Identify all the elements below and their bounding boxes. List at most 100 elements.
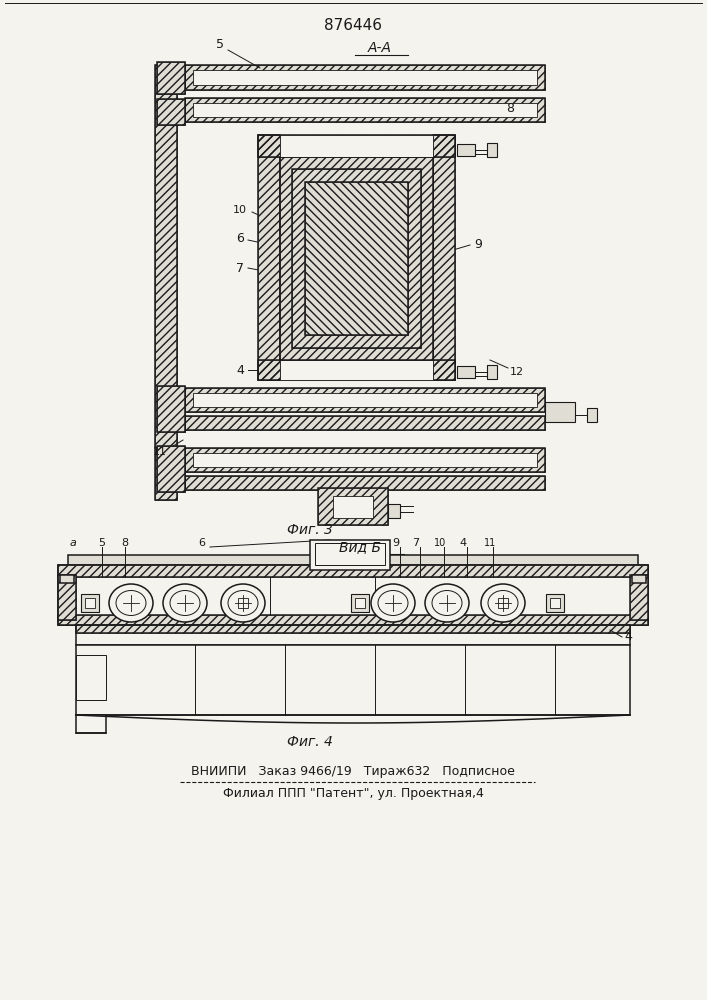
Bar bbox=[157, 99, 185, 125]
Ellipse shape bbox=[163, 584, 207, 622]
Bar bbox=[315, 543, 385, 565]
Bar bbox=[587, 408, 597, 422]
Ellipse shape bbox=[488, 590, 518, 615]
Text: 9: 9 bbox=[474, 238, 482, 251]
Bar bbox=[157, 99, 185, 125]
Bar bbox=[185, 98, 545, 122]
Bar bbox=[58, 565, 648, 577]
Bar bbox=[310, 540, 390, 570]
Bar bbox=[280, 157, 433, 360]
Bar bbox=[76, 655, 106, 700]
Bar bbox=[550, 598, 560, 608]
Bar bbox=[58, 575, 76, 620]
Bar bbox=[185, 416, 545, 430]
Text: 6: 6 bbox=[236, 232, 244, 244]
Bar bbox=[185, 416, 545, 430]
Bar bbox=[193, 103, 537, 117]
Bar bbox=[58, 575, 76, 620]
Text: а: а bbox=[69, 538, 76, 548]
Bar bbox=[630, 575, 648, 620]
Bar bbox=[185, 388, 545, 412]
Bar bbox=[234, 594, 252, 612]
Bar bbox=[318, 488, 388, 525]
Bar bbox=[81, 594, 99, 612]
Ellipse shape bbox=[371, 584, 415, 622]
Ellipse shape bbox=[432, 590, 462, 615]
Bar bbox=[76, 645, 630, 715]
Bar bbox=[388, 504, 400, 518]
Bar bbox=[60, 575, 74, 583]
Bar bbox=[318, 488, 388, 525]
Bar bbox=[58, 565, 648, 625]
Text: А-А: А-А bbox=[368, 41, 392, 55]
Ellipse shape bbox=[116, 590, 146, 615]
Bar bbox=[58, 615, 648, 625]
Text: 7: 7 bbox=[236, 261, 244, 274]
Bar bbox=[76, 625, 630, 633]
Text: 876446: 876446 bbox=[324, 17, 382, 32]
Bar bbox=[292, 169, 421, 348]
Bar bbox=[280, 135, 433, 157]
Bar bbox=[185, 448, 545, 472]
Ellipse shape bbox=[378, 590, 408, 615]
Text: Филиал ППП "Патент", ул. Проектная,4: Филиал ППП "Патент", ул. Проектная,4 bbox=[223, 786, 484, 800]
Bar bbox=[498, 598, 508, 608]
Bar bbox=[157, 446, 185, 492]
Bar bbox=[193, 453, 537, 467]
Text: 10: 10 bbox=[434, 538, 446, 548]
Bar bbox=[258, 135, 455, 157]
Bar bbox=[457, 144, 475, 156]
Bar bbox=[58, 565, 648, 577]
Bar bbox=[305, 182, 408, 335]
Bar bbox=[351, 594, 369, 612]
Bar bbox=[185, 65, 545, 90]
Bar bbox=[76, 625, 630, 633]
Bar bbox=[193, 393, 537, 407]
Bar bbox=[68, 555, 638, 565]
Bar bbox=[457, 366, 475, 378]
Bar bbox=[76, 625, 630, 645]
Text: 8: 8 bbox=[122, 538, 129, 548]
Bar bbox=[85, 598, 95, 608]
Bar bbox=[433, 135, 455, 380]
Bar bbox=[355, 598, 365, 608]
Text: Фиг. 3: Фиг. 3 bbox=[287, 523, 333, 537]
Bar bbox=[185, 388, 545, 412]
Text: Вид Б: Вид Б bbox=[339, 540, 381, 554]
Bar bbox=[155, 65, 177, 500]
Bar bbox=[545, 402, 575, 422]
Bar bbox=[487, 143, 497, 157]
Bar bbox=[258, 135, 280, 380]
Text: 4: 4 bbox=[236, 363, 244, 376]
Bar bbox=[494, 594, 512, 612]
Text: 9: 9 bbox=[392, 538, 399, 548]
Text: 4: 4 bbox=[624, 631, 632, 644]
Bar bbox=[76, 715, 106, 733]
Text: 8: 8 bbox=[506, 102, 514, 114]
Text: 11: 11 bbox=[153, 447, 167, 457]
Bar bbox=[157, 386, 185, 432]
Ellipse shape bbox=[109, 584, 153, 622]
Bar bbox=[193, 70, 537, 85]
Bar bbox=[258, 135, 455, 157]
Bar bbox=[185, 448, 545, 472]
Text: 10: 10 bbox=[233, 205, 247, 215]
Bar bbox=[258, 360, 455, 380]
Bar bbox=[185, 98, 545, 122]
Bar bbox=[157, 62, 185, 94]
Bar bbox=[155, 65, 177, 500]
Text: Фиг. 4: Фиг. 4 bbox=[287, 735, 333, 749]
Ellipse shape bbox=[228, 590, 258, 615]
Ellipse shape bbox=[221, 584, 265, 622]
Ellipse shape bbox=[170, 590, 200, 615]
Bar bbox=[546, 594, 564, 612]
Bar bbox=[238, 598, 248, 608]
Bar bbox=[258, 360, 455, 380]
Bar bbox=[632, 575, 646, 583]
Text: 12: 12 bbox=[510, 367, 524, 377]
Bar bbox=[157, 446, 185, 492]
Bar bbox=[185, 476, 545, 490]
Ellipse shape bbox=[481, 584, 525, 622]
Ellipse shape bbox=[425, 584, 469, 622]
Text: 11: 11 bbox=[484, 538, 496, 548]
